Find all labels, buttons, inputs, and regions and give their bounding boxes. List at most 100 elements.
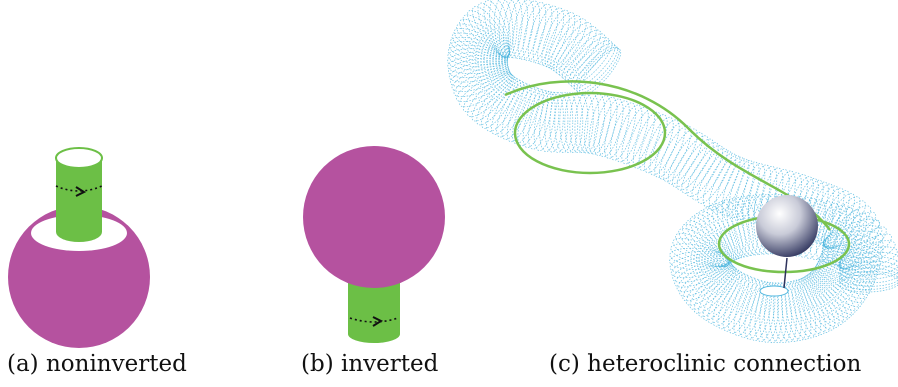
- torus-mesh-ring: [576, 46, 620, 94]
- torus-mesh-ring: [806, 272, 848, 322]
- torus-mesh-ring: [554, 92, 574, 153]
- torus-mesh-ring: [772, 282, 792, 344]
- torus-mesh-ring: [749, 281, 772, 341]
- torus-mesh-ring: [819, 254, 877, 283]
- torus-mesh-ring: [447, 44, 509, 66]
- torus-mesh-ring: [672, 256, 731, 283]
- torus-mesh-ring: [791, 279, 817, 339]
- wireframe-torus: [447, 0, 898, 344]
- torus-mesh-ring: [544, 91, 564, 153]
- torus-mesh-ring: [744, 280, 769, 340]
- torus-mesh-ring: [456, 69, 511, 103]
- torus-mesh-ring: [733, 278, 761, 337]
- torus-mesh-ring: [547, 15, 581, 70]
- torus-mesh-ring: [839, 226, 887, 270]
- torus-mesh-ring: [669, 253, 730, 274]
- caption-noninverted: (a) noninverted: [7, 351, 187, 377]
- torus-mesh-ring: [810, 185, 840, 243]
- torus-mesh-ring: [689, 265, 736, 310]
- torus-mesh-ring: [494, 0, 514, 58]
- torus-mesh-ring: [527, 3, 553, 63]
- torus-mesh-ring: [528, 90, 552, 150]
- torus-mesh-ring: [654, 122, 686, 178]
- torus-mesh-ring: [512, 0, 534, 60]
- torus-mesh-ring: [486, 78, 521, 132]
- caption-heteroclinic-connection: (c) heteroclinic connection: [549, 351, 862, 377]
- torus-mesh-ring: [721, 158, 750, 216]
- torus-mesh-ring: [672, 238, 730, 267]
- torus-mesh-ring: [717, 273, 750, 330]
- torus-mesh-ring: [813, 266, 863, 308]
- torus-mesh-ring: [685, 220, 730, 266]
- torus-mesh-ring: [721, 199, 747, 259]
- torus-mesh-ring: [501, 83, 532, 140]
- torus-mesh-ring: [571, 42, 616, 89]
- torus-mesh-ring: [803, 199, 826, 259]
- torus-mesh-ring: [532, 5, 559, 64]
- torus-mesh-ring: [481, 76, 519, 129]
- torus-hole-lower: [759, 285, 789, 297]
- panel-noninverted: [8, 147, 150, 348]
- torus-mesh-ring: [564, 92, 584, 153]
- torus-mesh-ring: [453, 67, 511, 97]
- torus-mesh-ring: [759, 282, 779, 343]
- torus-mesh-ring: [728, 277, 757, 334]
- torus-mesh-ring: [604, 100, 630, 159]
- arrow-head-b: [372, 316, 384, 327]
- torus-mesh-ring: [716, 201, 744, 259]
- torus-mesh-ring: [712, 272, 746, 327]
- torus-mesh-ring: [702, 268, 740, 321]
- torus-mesh-ring: [815, 263, 868, 300]
- torus-mesh-ring: [674, 257, 731, 288]
- torus-mesh-ring: [810, 269, 856, 315]
- torus-mesh-ring: [507, 0, 529, 59]
- torus-mesh-ring: [584, 93, 606, 154]
- torus-mesh-ring: [838, 215, 874, 270]
- torus-mesh-ring: [781, 281, 802, 342]
- torus-mesh-ring: [823, 196, 861, 249]
- torus-mesh-ring: [448, 60, 509, 83]
- torus-mesh-ring: [728, 160, 755, 219]
- torus-mesh-ring: [522, 89, 549, 148]
- torus-mesh-ring: [817, 259, 873, 291]
- torus-mesh-ring: [627, 109, 655, 167]
- torus-mesh-ring: [816, 261, 871, 295]
- torus-mesh-ring: [697, 150, 732, 204]
- torus-mesh-ring: [593, 96, 618, 156]
- torus-mesh-ring: [839, 267, 898, 287]
- torus-mesh-ring: [822, 204, 848, 264]
- torus-mesh-ring: [517, 0, 541, 61]
- torus-mesh-ring: [806, 183, 834, 241]
- torus-mesh-ring: [615, 104, 643, 163]
- torus-mesh-ring: [522, 2, 547, 62]
- torus-mesh-ring: [820, 251, 879, 278]
- torus-mesh-ring: [679, 261, 733, 297]
- torus-mesh-ring: [658, 125, 692, 180]
- torus-mesh-ring: [715, 156, 745, 214]
- torus-mesh-ring: [489, 0, 511, 58]
- torus-mesh-ring: [621, 106, 649, 165]
- torus-mesh-ring: [471, 74, 515, 122]
- torus-mesh-ring: [578, 48, 622, 96]
- torus-mesh-ring: [503, 0, 523, 59]
- torus-mesh-ring: [788, 280, 812, 340]
- torus-mesh-ring: [467, 10, 511, 58]
- shaded-sphere: [756, 195, 818, 257]
- torus-mesh-ring: [776, 282, 797, 343]
- torus-mesh-ring: [672, 135, 709, 188]
- torus-mesh-ring: [559, 29, 602, 78]
- torus-mesh-ring: [555, 25, 597, 75]
- torus-mesh-ring: [832, 209, 861, 267]
- torus-mesh-ring: [805, 274, 844, 325]
- torus-mesh-ring: [839, 260, 898, 280]
- torus-mesh-ring: [814, 187, 845, 245]
- magenta-ball-b: [303, 146, 445, 288]
- torus-mesh-ring: [686, 145, 724, 197]
- torus-mesh-ring: [632, 111, 662, 169]
- torus-mesh-ring: [448, 40, 509, 64]
- torus-mesh-ring: [754, 281, 776, 343]
- torus-mesh-ring: [579, 93, 600, 154]
- sphere-stem: [783, 257, 788, 289]
- torus-mesh-ring: [676, 138, 714, 191]
